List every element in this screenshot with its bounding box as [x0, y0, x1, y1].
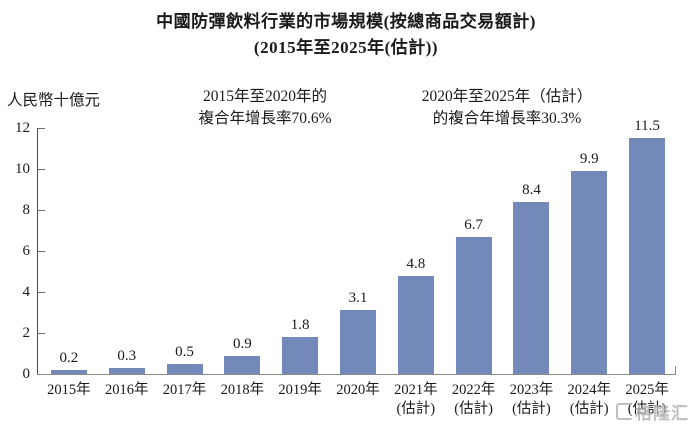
y-tick-label: 10: [15, 161, 30, 177]
bar: [50, 369, 87, 374]
x-axis-label-year: 2019年: [278, 382, 322, 398]
bar: [513, 201, 550, 374]
x-axis-category-label: 2025年 (估計): [613, 381, 681, 419]
bar-value-label: 0.2: [59, 349, 79, 366]
x-axis-label-year: 2021年: [394, 382, 438, 398]
bar-value-label: 9.9: [579, 151, 599, 168]
x-axis-label-note: (估計): [569, 401, 609, 417]
bar: [166, 363, 203, 374]
y-tick-mark: [38, 292, 45, 293]
x-axis-label-note: (估計): [627, 401, 667, 417]
y-tick-mark: [38, 169, 45, 170]
y-axis-line: [37, 128, 38, 374]
y-axis-unit-label: 人民幣十億元: [7, 92, 101, 109]
cagr-annotation-line: 2015年至2020年的: [202, 88, 327, 105]
x-axis-category-label: 2021年 (估計): [382, 381, 450, 419]
x-axis-category-label: 2022年 (估計): [440, 381, 508, 419]
chart-title-line1: 中國防彈飲料行業的市場規模(按總商品交易額計): [156, 12, 536, 31]
cagr-annotation-line: 的複合年增長率30.3%: [432, 110, 582, 127]
bar: [282, 337, 319, 374]
y-tick-label: 6: [22, 243, 31, 259]
bar-value-label: 8.4: [522, 181, 541, 198]
bar: [108, 367, 145, 374]
y-tick-mark: [38, 251, 45, 252]
x-axis-label-year: 2018年: [220, 382, 265, 398]
x-axis-label-year: 2016年: [104, 382, 149, 398]
bar-value-label: 4.8: [406, 255, 426, 272]
bar-value-label: 0.3: [117, 347, 137, 364]
x-axis-category-label: 2018年: [208, 381, 276, 400]
x-axis-end-tick: [675, 366, 676, 374]
x-axis-category-label: 2023年 (估計): [498, 381, 566, 419]
bar: [224, 355, 261, 374]
bar-value-label: 1.8: [290, 317, 310, 334]
x-axis-label-note: (估計): [454, 401, 493, 417]
x-axis-category-label: 2020年: [324, 381, 392, 400]
y-tick-mark: [38, 210, 45, 211]
y-tick-label: 0: [22, 366, 31, 382]
bar-value-label: 3.1: [348, 290, 368, 307]
y-tick-label: 8: [22, 202, 31, 218]
bar: [455, 236, 492, 374]
x-axis-label-year: 2015年: [47, 382, 91, 398]
y-tick-mark: [38, 128, 45, 129]
cagr-annotation-2020-2025: 2020年至2025年（估計） 的複合年增長率30.3%: [382, 86, 632, 130]
x-axis-label-year: 2024年: [567, 382, 612, 398]
watermark-text: 格隆汇: [635, 404, 689, 423]
y-tick-label: 4: [22, 284, 31, 300]
watermark: 格隆汇: [616, 399, 689, 424]
bar-value-label: 0.5: [175, 343, 194, 360]
y-tick-mark: [38, 333, 45, 334]
x-axis-label-year: 2025年: [625, 382, 669, 398]
bar: [571, 171, 608, 374]
bar: [629, 138, 666, 374]
bar: [340, 310, 376, 374]
x-axis-category-label: 2019年: [266, 381, 334, 400]
x-axis-category-label: 2015年: [35, 381, 103, 400]
x-axis-label-year: 2017年: [162, 382, 207, 398]
bar-value-label: 0.9: [232, 335, 252, 352]
bar: [397, 275, 434, 374]
x-axis-label-year: 2020年: [336, 382, 380, 398]
x-axis-category-label: 2016年: [93, 381, 161, 400]
x-axis-label-year: 2023年: [509, 382, 554, 398]
x-axis-label-year: 2022年: [451, 382, 496, 398]
y-tick-label: 12: [15, 120, 30, 136]
bar-value-label: 11.5: [634, 118, 660, 135]
x-axis-label-note: (估計): [512, 401, 551, 417]
watermark-logo-icon: [616, 403, 633, 420]
cagr-annotation-line: 2020年至2025年（估計）: [421, 88, 593, 105]
x-axis-label-note: (估計): [396, 401, 436, 417]
cagr-annotation-2015-2020: 2015年至2020年的 複合年增長率70.6%: [140, 86, 390, 130]
bar-value-label: 6.7: [464, 216, 483, 233]
x-axis-category-label: 2024年 (估計): [555, 381, 623, 419]
cagr-annotation-line: 複合年增長率70.6%: [198, 110, 332, 127]
x-axis-category-label: 2017年: [151, 381, 219, 400]
x-axis-line: [37, 374, 676, 375]
chart-title: 中國防彈飲料行業的市場規模(按總商品交易額計) (2015年至2025年(估計)…: [0, 9, 692, 61]
y-tick-label: 2: [22, 325, 31, 341]
chart-title-line2: (2015年至2025年(估計)): [253, 38, 439, 57]
